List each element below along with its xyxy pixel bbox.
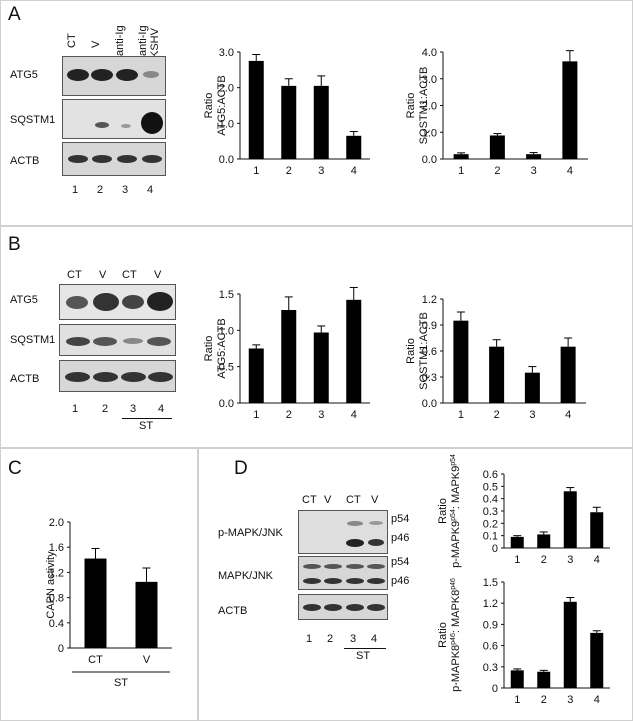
- panel-a-blot-label-actb: ACTB: [10, 155, 40, 167]
- panel-d-band-p46-upper: p46: [391, 532, 410, 544]
- panel-d-lane-label-2: V: [324, 494, 332, 506]
- panel-d-blot-pmapk: [298, 510, 388, 554]
- panel-d-st-label: ST: [356, 650, 371, 662]
- panel-b-blot-sqstm1: [59, 324, 176, 356]
- panel-b-lane-label-4: V: [154, 269, 162, 281]
- panel-b-letter: B: [8, 234, 21, 255]
- panel-a-lane-number-2: 2: [96, 184, 104, 196]
- panel-d-lane-label-4: V: [371, 494, 379, 506]
- panel-a-blot-actb: [62, 142, 166, 176]
- panel-b-lane-label-2: V: [99, 269, 107, 281]
- panel-d-st-underline: [344, 648, 386, 649]
- panel-a-letter: A: [8, 4, 21, 25]
- panel-a-blot-atg5: [62, 56, 166, 96]
- panel-c-letter: C: [8, 458, 22, 479]
- panel-d-band-p54-upper: p54: [391, 513, 410, 525]
- panel-a-lane-number-1: 1: [71, 184, 79, 196]
- panel-d-blot-label-mapk: MAPK/JNK: [218, 570, 274, 582]
- panel-d-lane-number-1: 1: [305, 633, 313, 645]
- panel-a-lane-label-3: anti-Ig: [114, 25, 126, 56]
- panel-b-blot-atg5: [59, 284, 176, 320]
- panel-a-blot-sqstm1: [62, 99, 166, 139]
- panel-b-st-label: ST: [139, 420, 154, 432]
- panel-a-lane-number-3: 3: [121, 184, 129, 196]
- panel-b-lane-number-3: 3: [129, 403, 137, 415]
- panel-c-frame: [0, 448, 198, 721]
- panel-b-lane-label-1: CT: [67, 269, 82, 281]
- panel-d-lane-label-1: CT: [302, 494, 317, 506]
- panel-b-blot-label-sqstm1: SQSTM1: [10, 334, 56, 346]
- panel-d-lane-label-3: CT: [346, 494, 361, 506]
- panel-a-blot-label-sqstm1: SQSTM1: [10, 114, 56, 126]
- panel-d-blot-label-pmapk: p-MAPK/JNK: [218, 527, 283, 539]
- panel-b-st-underline: [122, 418, 172, 419]
- panel-a-lane-label-2: V: [90, 40, 102, 48]
- panel-a-lane-label-4a: anti-Ig: [137, 25, 149, 56]
- panel-d-lane-number-3: 3: [349, 633, 357, 645]
- panel-b-blot-label-atg5: ATG5: [10, 294, 38, 306]
- panel-d-blot-actb: [298, 594, 388, 620]
- panel-b-lane-label-3: CT: [122, 269, 137, 281]
- panel-d-lane-number-2: 2: [326, 633, 334, 645]
- panel-a-lane-label-4b: KSHV: [149, 28, 161, 58]
- panel-d-lane-number-4: 4: [370, 633, 378, 645]
- panel-a-lane-number-4: 4: [146, 184, 154, 196]
- panel-b-lane-number-4: 4: [157, 403, 165, 415]
- panel-b-lane-number-2: 2: [101, 403, 109, 415]
- panel-d-blot-mapk: [298, 556, 388, 590]
- panel-b-lane-number-1: 1: [71, 403, 79, 415]
- panel-a-blot-label-atg5: ATG5: [10, 69, 38, 81]
- panel-d-blot-label-actb: ACTB: [218, 605, 248, 617]
- panel-b-blot-label-actb: ACTB: [10, 373, 40, 385]
- panel-a-lane-label-1: CT: [66, 33, 78, 48]
- panel-d-frame: [198, 448, 633, 721]
- panel-d-band-p46-lower: p46: [391, 575, 410, 587]
- panel-d-letter: D: [234, 458, 248, 479]
- panel-b-blot-actb: [59, 360, 176, 392]
- panel-d-band-p54-lower: p54: [391, 556, 410, 568]
